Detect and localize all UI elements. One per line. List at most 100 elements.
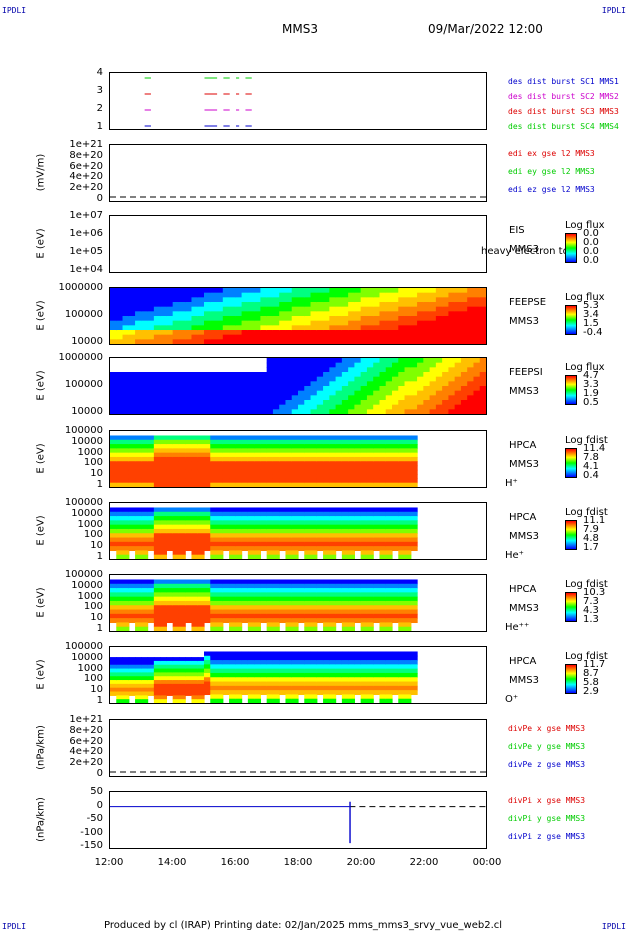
heat-cell [204, 456, 211, 462]
heat-cell [185, 676, 193, 681]
heat-cell [122, 456, 130, 462]
heat-cell [473, 325, 481, 331]
heat-cell [285, 474, 293, 480]
heat-cell [310, 452, 318, 458]
heat-cell [210, 330, 218, 336]
heat-cell [291, 452, 299, 458]
heat-cell [116, 444, 124, 449]
heat-cell [341, 698, 349, 703]
heat-cell [373, 435, 381, 441]
heat-cell [429, 390, 437, 396]
heat-cell [272, 465, 280, 471]
heat-cell [316, 444, 324, 449]
heat-cell [247, 600, 255, 606]
heat-cell [285, 605, 293, 611]
heat-cell [410, 588, 418, 593]
heat-cell [128, 469, 136, 475]
heat-cell [310, 444, 318, 449]
heat-cell [404, 605, 412, 611]
heat-cell [197, 435, 205, 441]
heat-cell [410, 520, 418, 526]
heat-cell [128, 448, 136, 454]
heat-cell [392, 376, 399, 382]
heat-cell [185, 516, 193, 521]
heat-cell [260, 288, 268, 294]
heat-cell [291, 316, 299, 322]
heat-cell [135, 668, 142, 673]
heat-cell [147, 618, 155, 624]
heat-cell [385, 698, 393, 703]
y-tick-label: 10000 [71, 435, 103, 447]
heat-cell [160, 533, 167, 539]
heat-cell [373, 681, 381, 687]
heat-cell [379, 320, 387, 326]
heat-cell [204, 404, 211, 410]
heat-cell [222, 478, 230, 484]
heat-cell [135, 302, 142, 308]
heat-cell [304, 655, 312, 661]
heat-cell [116, 541, 124, 547]
heat-cell [166, 524, 174, 530]
divpe-svg [110, 771, 486, 773]
heat-cell [404, 541, 412, 547]
heat-cell [398, 320, 406, 326]
heat-cell [348, 685, 355, 691]
heat-cell [260, 461, 268, 467]
heat-cell [373, 474, 381, 480]
heat-cell [417, 409, 424, 414]
heat-cell [110, 511, 117, 517]
heat-cell [385, 325, 393, 331]
heat-cell [348, 533, 355, 539]
heat-cell [354, 444, 362, 449]
heat-cell [229, 541, 236, 547]
heat-cell [304, 524, 312, 530]
heat-cell [110, 311, 117, 317]
heat-cell [153, 288, 161, 294]
heat-cell [254, 579, 261, 585]
heat-cell [373, 395, 381, 401]
heat-cell [341, 478, 349, 484]
heat-cell [366, 482, 374, 487]
heat-cell [128, 613, 136, 619]
heat-cell [385, 320, 393, 326]
heat-cell [235, 330, 243, 336]
heat-cell [153, 683, 161, 689]
heat-cell [310, 511, 318, 517]
heat-cell [116, 469, 124, 475]
heat-cell [323, 583, 330, 589]
heat-cell [329, 306, 337, 312]
heat-cell [304, 537, 312, 543]
heat-cell [116, 691, 124, 696]
heat-cell [404, 435, 412, 441]
heat-cell [110, 469, 117, 475]
y-tick-label: 1e+21 [69, 139, 103, 150]
heat-cell [354, 668, 362, 674]
heat-cell [216, 448, 224, 454]
heat-cell [116, 507, 124, 513]
heat-cell [366, 316, 374, 322]
heat-cell [460, 302, 468, 308]
heat-cell [178, 386, 186, 392]
heat-cell [298, 541, 305, 547]
heat-cell [379, 550, 387, 556]
heat-cell [467, 386, 475, 392]
heat-cell [392, 677, 399, 683]
heat-cell [348, 600, 355, 606]
heat-cell [260, 655, 268, 661]
heat-cell [247, 448, 255, 454]
heat-cell [335, 372, 343, 378]
heat-cell [360, 609, 368, 615]
heat-cell [122, 474, 130, 480]
heat-cell [178, 461, 186, 467]
heat-cell [392, 605, 399, 611]
heat-cell [379, 546, 387, 552]
x-tick-label: 14:00 [157, 857, 187, 868]
heat-cell [410, 448, 418, 454]
heat-cell [204, 685, 211, 691]
heat-cell [235, 681, 243, 687]
heat-cell [392, 302, 399, 308]
heat-cell [323, 579, 330, 585]
heat-cell [316, 609, 324, 615]
heat-cell [266, 541, 274, 547]
heat-cell [360, 395, 368, 401]
